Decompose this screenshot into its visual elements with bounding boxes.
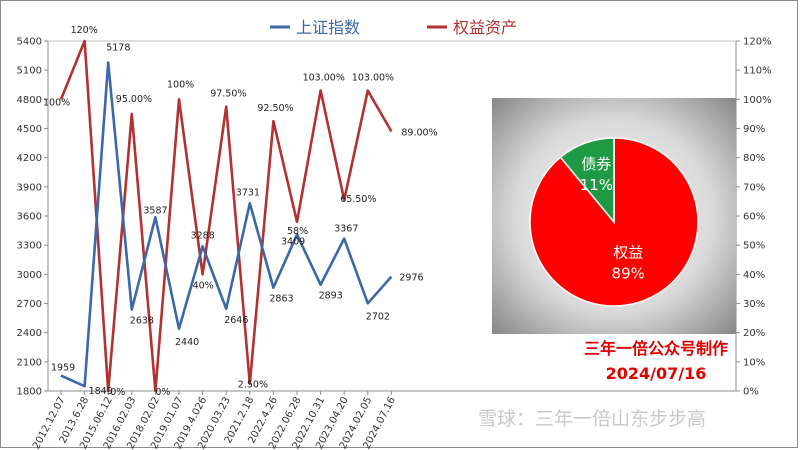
sse-index-data-label: 3587 <box>143 205 167 216</box>
left-tick-label: 2700 <box>17 299 42 310</box>
left-tick-label: 1800 <box>17 387 42 398</box>
sse-index-line <box>60 61 393 388</box>
right-tick-label: 0% <box>743 387 759 398</box>
pie-slice-value: 11% <box>580 176 613 194</box>
pie-slice-label: 权益 <box>613 244 643 262</box>
equity-assets-data-label: 95.00% <box>116 94 152 105</box>
sse-index-data-label: 3731 <box>236 187 260 198</box>
sse-index-data-label: 2440 <box>175 337 199 348</box>
right-tick-label: 40% <box>743 270 765 281</box>
right-tick-label: 120% <box>743 37 772 48</box>
equity-assets-data-label: 2.50% <box>238 380 268 391</box>
left-tick-label: 5400 <box>17 37 42 48</box>
credit-block: 三年一倍公众号制作 2024/07/16 <box>584 336 728 386</box>
sse-index-data-label: 5178 <box>106 43 130 54</box>
credit-author: 三年一倍公众号制作 <box>583 339 728 358</box>
legend: 上证指数 权益资产 <box>270 18 517 37</box>
credit-date: 2024/07/16 <box>605 364 707 383</box>
right-tick-label: 100% <box>743 95 772 106</box>
equity-assets-data-label: 58% <box>287 226 308 237</box>
series-group: 1959 1849 5178 2638 3587 2440 3288 2646 3731 2863… <box>43 25 438 398</box>
legend-label: 权益资产 <box>453 18 517 37</box>
inset-pie-panel: 权益 89% 债券 11% <box>492 98 736 334</box>
right-tick-label: 20% <box>743 328 765 339</box>
right-tick-label: 90% <box>743 124 765 135</box>
sse-index-data-label: 2863 <box>269 294 293 305</box>
left-tick-label: 2100 <box>17 357 42 368</box>
sse-index-data-label: 1849 <box>89 386 113 397</box>
right-tick-label: 70% <box>743 182 765 193</box>
equity-assets-data-label: 40% <box>193 280 214 291</box>
equity-assets-data-label: 120% <box>71 25 98 36</box>
left-tick-label: 5100 <box>17 66 42 77</box>
watermark-text: 雪球：三年一倍山东步步高 <box>478 408 707 430</box>
equity-assets-data-label: 65.50% <box>340 194 376 205</box>
sse-index-data-label: 2638 <box>130 316 154 327</box>
left-tick-label: 3900 <box>17 182 42 193</box>
left-tick-label: 4200 <box>17 153 42 164</box>
sse-index-data-label: 2646 <box>224 315 248 326</box>
right-tick-label: 60% <box>743 212 765 223</box>
left-tick-label: 4500 <box>17 124 42 135</box>
sse-index-data-label: 3409 <box>281 237 305 248</box>
legend-label: 上证指数 <box>296 18 360 37</box>
sse-index-data-label: 2893 <box>319 291 343 302</box>
equity-assets-data-label: 92.50% <box>257 103 293 114</box>
left-tick-label: 3000 <box>17 270 42 281</box>
equity-assets-data-label: 97.50% <box>210 89 246 100</box>
right-tick-label: 110% <box>743 66 772 77</box>
sse-index-data-label: 2976 <box>399 273 423 284</box>
equity-assets-data-label: 0% <box>155 387 170 398</box>
right-tick-label: 10% <box>743 357 765 368</box>
equity-assets-data-label: 103.00% <box>352 73 394 84</box>
sse-index-data-label: 3367 <box>334 224 358 235</box>
right-tick-label: 80% <box>743 153 765 164</box>
sse-index-data-label: 2702 <box>366 311 390 322</box>
right-tick-label: 30% <box>743 299 765 310</box>
equity-assets-data-label: 0% <box>110 387 125 398</box>
right-tick-label: 50% <box>743 241 765 252</box>
equity-assets-data-label: 89.00% <box>401 127 437 138</box>
equity-assets-data-label: 100% <box>167 79 194 90</box>
sse-index-data-label: 1959 <box>51 363 75 374</box>
left-tick-label: 3300 <box>17 241 42 252</box>
equity-assets-line <box>59 39 393 393</box>
left-tick-label: 4800 <box>17 95 42 106</box>
left-tick-label: 3600 <box>17 212 42 223</box>
pie-slice-value: 89% <box>612 265 645 283</box>
pie-slice-label: 债券 <box>581 155 611 173</box>
sse-index-data-label: 3288 <box>191 230 215 241</box>
equity-assets-data-label: 103.00% <box>303 73 345 84</box>
equity-assets-data-label: 100% <box>43 97 70 108</box>
left-tick-label: 2400 <box>17 328 42 339</box>
pie-slice <box>559 137 615 225</box>
